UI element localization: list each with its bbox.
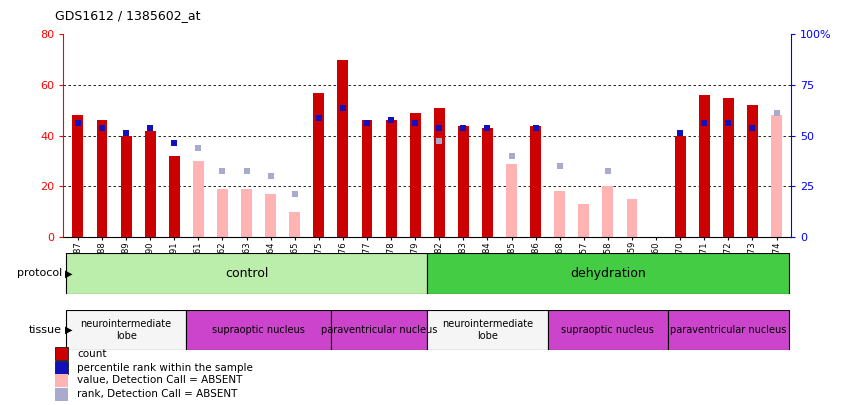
Bar (66, 253, 427, 294)
Text: rank, Detection Call = ABSENT: rank, Detection Call = ABSENT (77, 389, 238, 399)
Bar (217, 189, 228, 237)
Text: GDS1612 / 1385602_at: GDS1612 / 1385602_at (55, 9, 201, 22)
Bar (554, 192, 565, 237)
Text: supraoptic nucleus: supraoptic nucleus (562, 325, 654, 335)
Bar (55, 388, 69, 401)
Text: neurointermediate
lobe: neurointermediate lobe (442, 319, 533, 341)
Bar (699, 95, 710, 237)
Bar (331, 310, 427, 350)
Text: paraventricular nucleus: paraventricular nucleus (321, 325, 437, 335)
Bar (289, 211, 300, 237)
Bar (506, 164, 517, 237)
Text: supraoptic nucleus: supraoptic nucleus (212, 325, 305, 335)
Text: neurointermediate
lobe: neurointermediate lobe (80, 319, 172, 341)
Text: control: control (225, 267, 268, 280)
Bar (772, 115, 782, 237)
Bar (186, 310, 331, 350)
Bar (55, 361, 69, 374)
Bar (409, 113, 420, 237)
Bar (121, 136, 131, 237)
Bar (313, 93, 324, 237)
Bar (530, 126, 541, 237)
Bar (241, 189, 252, 237)
Bar (55, 374, 69, 387)
Text: paraventricular nucleus: paraventricular nucleus (670, 325, 787, 335)
Bar (547, 310, 668, 350)
Text: ▶: ▶ (65, 325, 73, 335)
Bar (193, 161, 204, 237)
Bar (427, 310, 547, 350)
Bar (169, 156, 179, 237)
Bar (668, 310, 788, 350)
Text: protocol: protocol (17, 269, 62, 278)
Bar (747, 105, 758, 237)
Bar (482, 128, 493, 237)
Bar (723, 98, 733, 237)
Bar (338, 60, 349, 237)
Bar (66, 310, 186, 350)
Bar (145, 130, 156, 237)
Bar (427, 253, 788, 294)
Bar (434, 108, 445, 237)
Bar (96, 121, 107, 237)
Bar (55, 347, 69, 360)
Text: dehydration: dehydration (570, 267, 645, 280)
Bar (602, 186, 613, 237)
Text: ▶: ▶ (65, 269, 73, 278)
Text: count: count (77, 349, 107, 358)
Bar (458, 126, 469, 237)
Bar (627, 199, 637, 237)
Text: value, Detection Call = ABSENT: value, Detection Call = ABSENT (77, 375, 243, 385)
Bar (73, 115, 83, 237)
Bar (579, 204, 590, 237)
Bar (675, 136, 685, 237)
Bar (361, 121, 372, 237)
Bar (386, 121, 397, 237)
Text: tissue: tissue (29, 325, 62, 335)
Text: percentile rank within the sample: percentile rank within the sample (77, 362, 253, 373)
Bar (265, 194, 276, 237)
